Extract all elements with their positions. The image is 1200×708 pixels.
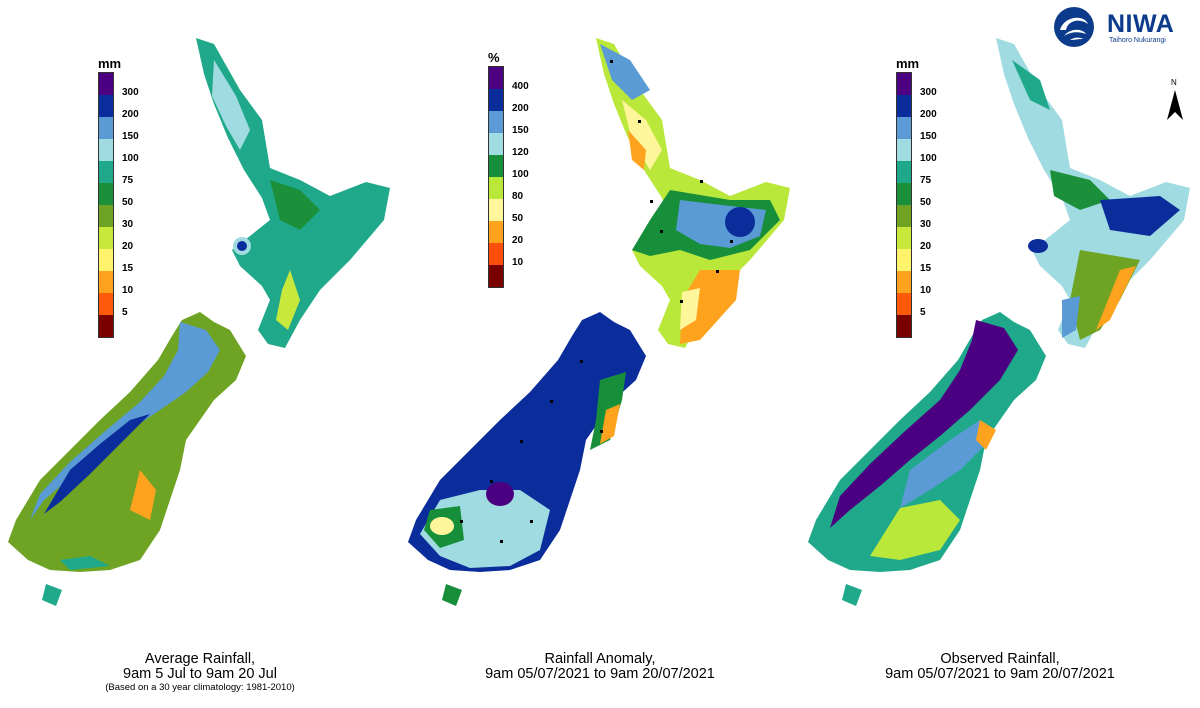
caption-title: Average Rainfall,	[144, 651, 256, 667]
legend-swatch	[489, 221, 503, 243]
legend-swatch	[99, 249, 113, 271]
legend-swatch	[897, 139, 911, 161]
legend-swatch	[99, 205, 113, 227]
niwa-swirl-icon	[1054, 7, 1094, 47]
legend-swatch	[897, 227, 911, 249]
legend-swatch	[99, 293, 113, 315]
legend-swatch	[897, 293, 911, 315]
legend-swatch	[489, 199, 503, 221]
legend-swatch	[99, 117, 113, 139]
legend-swatch	[897, 271, 911, 293]
legend-label: 100	[122, 153, 139, 164]
panel-average-rainfall: mm 300 200 150 100 75 50 30 20 15 10 5 Average Rai…	[0, 0, 400, 708]
caption-observed: Observed Rainfall, 9am 05/07/2021 to 9am…	[800, 652, 1200, 682]
legend-swatch	[897, 117, 911, 139]
legend-label: 10	[920, 285, 932, 296]
caption-period: 9am 05/07/2021 to 9am 20/07/2021	[885, 666, 1115, 682]
legend-swatch	[99, 161, 113, 183]
north-arrow: N	[1165, 78, 1185, 122]
legend-label: 100	[920, 153, 937, 164]
legend-label: 50	[122, 197, 134, 208]
legend-label: 120	[512, 147, 529, 158]
legend-label: 50	[512, 213, 524, 224]
niwa-logo: NIWA Taihoro Nukurangi	[1050, 4, 1190, 50]
legend-swatch	[489, 111, 503, 133]
legend-swatch	[897, 95, 911, 117]
legend-colorbar	[98, 72, 114, 338]
panel-rainfall-anomaly: % 400 200 150 120 100 80 50 20 10 Rainfall Anoma…	[400, 0, 800, 708]
legend-label: 20	[122, 241, 134, 252]
legend-label: 200	[122, 109, 139, 120]
legend-swatch	[489, 243, 503, 265]
legend-label: 300	[920, 87, 937, 98]
rainfall-anomaly-map	[408, 38, 790, 606]
legend-label: 400	[512, 81, 529, 92]
caption-period: 9am 5 Jul to 9am 20 Jul	[123, 666, 277, 682]
legend-swatch	[99, 95, 113, 117]
legend-label: 20	[920, 241, 932, 252]
legend-swatch	[99, 183, 113, 205]
legend-swatch	[897, 249, 911, 271]
legend-swatch	[99, 271, 113, 293]
observed-rainfall-map	[808, 38, 1190, 606]
caption-period: 9am 05/07/2021 to 9am 20/07/2021	[485, 666, 715, 682]
legend-swatch	[99, 139, 113, 161]
legend-swatch	[99, 227, 113, 249]
legend-swatch	[99, 315, 113, 337]
legend-label: 75	[122, 175, 134, 186]
logo-subtitle: Taihoro Nukurangi	[1109, 37, 1166, 44]
legend-swatch	[897, 205, 911, 227]
legend-label: 75	[920, 175, 932, 186]
legend-swatch	[489, 89, 503, 111]
legend-unit: mm	[98, 56, 122, 71]
legend-label: 15	[122, 263, 134, 274]
legend-label: 20	[512, 235, 524, 246]
legend-label: 150	[122, 131, 139, 142]
legend-label: 150	[512, 125, 529, 136]
legend-swatch	[489, 133, 503, 155]
legend-label: 5	[122, 307, 128, 318]
north-island-shape	[596, 38, 790, 348]
legend-swatch	[489, 177, 503, 199]
legend-label: 200	[920, 109, 937, 120]
legend-swatch	[897, 161, 911, 183]
legend-swatch	[99, 73, 113, 95]
legend-swatch	[897, 73, 911, 95]
legend-swatch	[897, 183, 911, 205]
legend-swatch	[489, 155, 503, 177]
caption-note: (Based on a 30 year climatology: 1981-20…	[105, 682, 295, 693]
legend-swatch	[897, 315, 911, 337]
caption-anomaly: Rainfall Anomaly, 9am 05/07/2021 to 9am …	[400, 652, 800, 682]
legend-label: 30	[920, 219, 932, 230]
legend-label: 30	[122, 219, 134, 230]
legend-label: 80	[512, 191, 524, 202]
caption-title: Rainfall Anomaly,	[544, 651, 656, 667]
average-rainfall-map	[8, 38, 390, 606]
legend-label: 300	[122, 87, 139, 98]
legend-swatch	[489, 265, 503, 287]
panel-observed-rainfall: mm 300 200 150 100 75 50 30 20 15 10 5 Observed Ra…	[800, 0, 1200, 708]
legend-swatch	[489, 67, 503, 89]
legend-label: 15	[920, 263, 932, 274]
legend-label: 10	[512, 257, 524, 268]
legend-label: 200	[512, 103, 529, 114]
caption-title: Observed Rainfall,	[940, 651, 1060, 667]
legend-label: 10	[122, 285, 134, 296]
legend-label: 150	[920, 131, 937, 142]
legend-colorbar	[488, 66, 504, 288]
legend-unit: %	[488, 50, 500, 65]
north-label: N	[1171, 78, 1177, 87]
logo-name: NIWA	[1107, 10, 1175, 38]
caption-average: Average Rainfall, 9am 5 Jul to 9am 20 Ju…	[0, 651, 400, 694]
legend-unit: mm	[896, 56, 920, 71]
legend-label: 50	[920, 197, 932, 208]
legend-label: 100	[512, 169, 529, 180]
legend-colorbar	[896, 72, 912, 338]
north-arrow-icon	[1167, 90, 1183, 120]
legend-label: 5	[920, 307, 926, 318]
